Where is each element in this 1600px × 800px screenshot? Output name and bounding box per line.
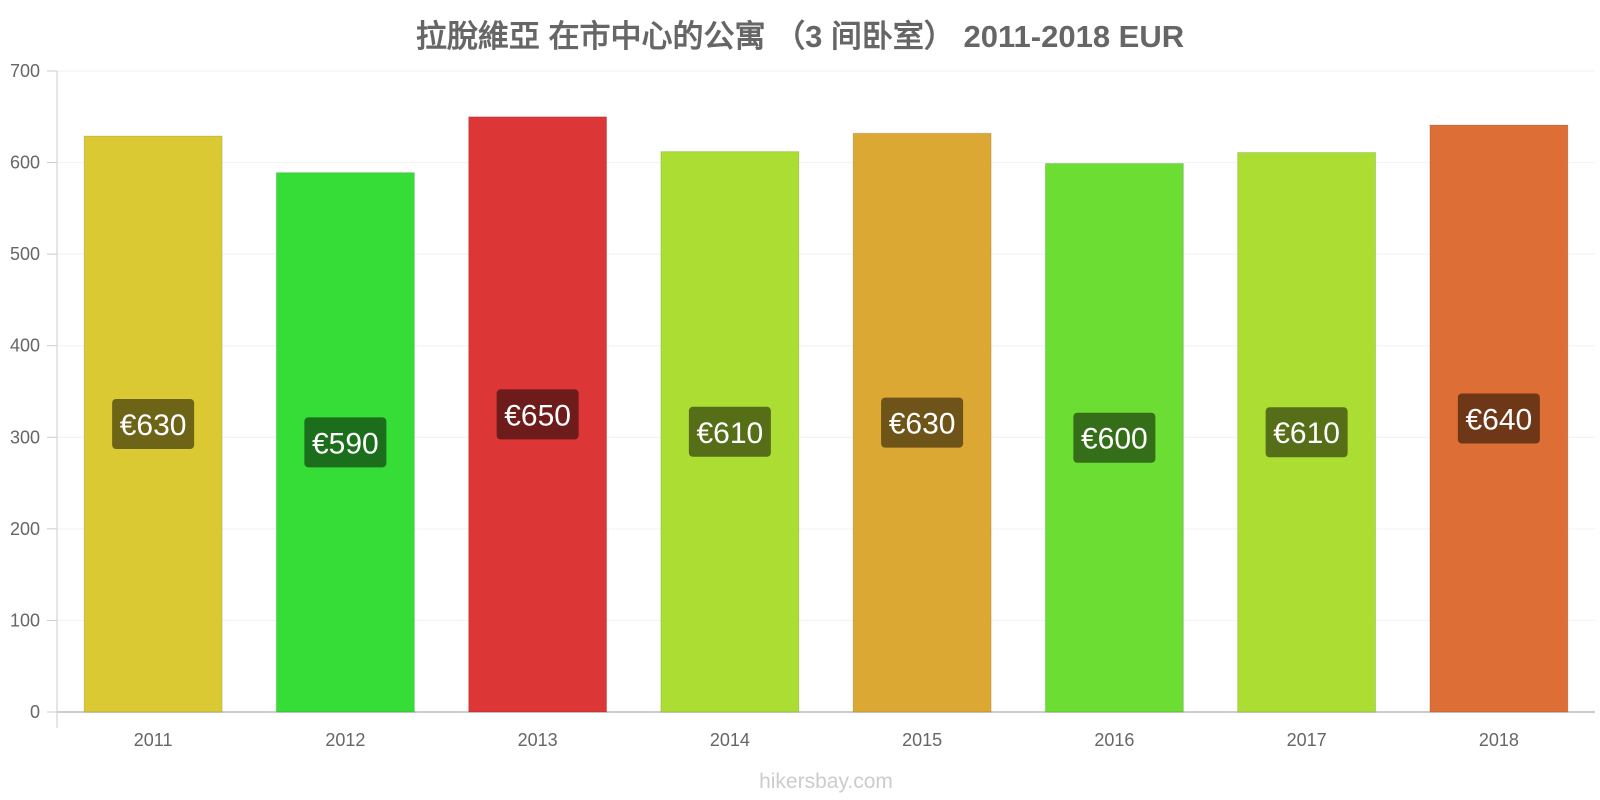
value-labels: €630 €590 €650 €610 €630 €600 €610 €640 bbox=[112, 389, 1540, 468]
y-tick-label: 500 bbox=[10, 244, 40, 264]
y-tick-label: 700 bbox=[10, 61, 40, 81]
x-tick-label: 2012 bbox=[325, 730, 365, 750]
y-tick-label: 0 bbox=[30, 702, 40, 722]
value-label: €590 bbox=[312, 427, 379, 460]
value-label-box bbox=[688, 406, 771, 457]
value-label-box bbox=[1457, 393, 1540, 444]
y-tick-label: 200 bbox=[10, 519, 40, 539]
y-tick-label: 400 bbox=[10, 336, 40, 356]
value-label: €600 bbox=[1081, 423, 1148, 456]
value-label-box bbox=[304, 417, 387, 468]
x-tick-label: 2017 bbox=[1287, 730, 1327, 750]
x-tick-label: 2016 bbox=[1094, 730, 1134, 750]
value-label: €610 bbox=[697, 417, 764, 450]
value-label-box bbox=[1265, 407, 1348, 458]
x-tick-label: 2013 bbox=[518, 730, 558, 750]
value-label: €650 bbox=[504, 399, 571, 432]
value-label: €610 bbox=[1273, 417, 1340, 450]
chart-title: 拉脫維亞 在市中心的公寓 （3 间卧室） 2011-2018 EUR bbox=[416, 19, 1184, 54]
x-tick-label: 2014 bbox=[710, 730, 750, 750]
value-label: €630 bbox=[889, 408, 956, 441]
x-tick-label: 2011 bbox=[134, 730, 173, 750]
y-tick-label: 100 bbox=[10, 610, 40, 630]
y-tick-label: 600 bbox=[10, 153, 40, 173]
value-label: €640 bbox=[1466, 404, 1533, 437]
value-label: €630 bbox=[120, 409, 187, 442]
x-tick-label: 2018 bbox=[1479, 730, 1519, 750]
value-label-box bbox=[112, 399, 195, 450]
y-tick-label: 300 bbox=[10, 427, 40, 447]
x-axis: 2011 2012 2013 2014 2015 2016 2017 2018 bbox=[134, 730, 1519, 750]
watermark: hikersbay.com bbox=[759, 770, 893, 793]
value-label-box bbox=[496, 389, 579, 440]
value-label-box bbox=[1073, 412, 1156, 463]
x-tick-label: 2015 bbox=[902, 730, 942, 750]
value-label-box bbox=[881, 397, 964, 448]
